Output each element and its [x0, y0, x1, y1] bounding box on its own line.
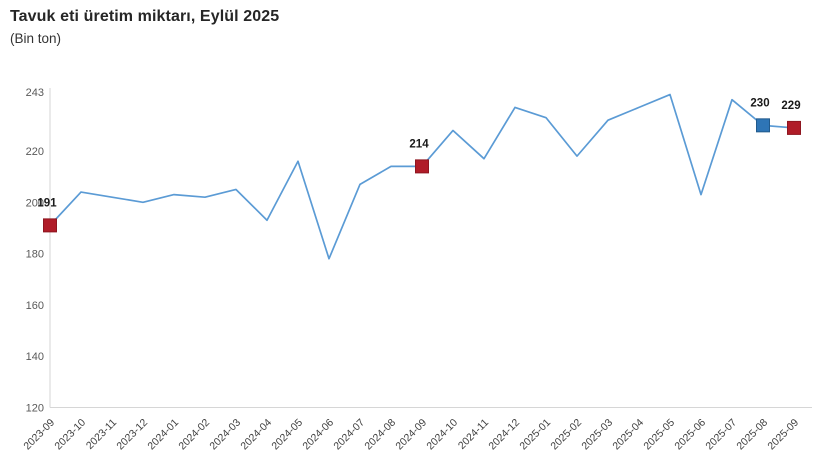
x-tick-label: 2025-04: [610, 417, 646, 453]
x-tick-label: 2023-12: [114, 417, 150, 453]
x-tick-label: 2024-04: [238, 417, 274, 453]
x-tick-label: 2024-07: [331, 417, 367, 453]
y-tick-label: 160: [26, 300, 44, 312]
y-tick-label: 200: [26, 197, 44, 209]
data-point-label: 191: [37, 197, 57, 209]
y-tick-label: 220: [26, 146, 44, 158]
x-tick-label: 2023-10: [52, 417, 88, 453]
x-tick-label: 2024-05: [269, 417, 305, 453]
x-tick-label: 2024-09: [393, 417, 429, 453]
x-tick-label: 2025-06: [672, 417, 708, 453]
data-point-label: 230: [750, 97, 769, 109]
x-tick-label: 2024-12: [486, 417, 522, 453]
highlight-marker-red: [43, 218, 57, 233]
x-tick-label: 2025-03: [579, 417, 615, 453]
y-tick-label: 120: [26, 403, 44, 415]
data-point-label: 214: [409, 138, 429, 150]
x-tick-label: 2024-03: [207, 417, 243, 453]
x-tick-label: 2025-07: [703, 417, 739, 453]
x-tick-label: 2025-01: [517, 417, 553, 453]
chart-subtitle: (Bin ton): [10, 31, 62, 46]
x-tick-label: 2024-11: [456, 417, 491, 452]
x-tick-label: 2024-06: [300, 417, 336, 453]
x-tick-label: 2025-02: [548, 417, 584, 453]
x-tick-label: 2023-09: [21, 417, 57, 453]
production-line: [49, 93, 795, 260]
x-tick-label: 2024-01: [145, 417, 181, 453]
highlight-marker-blue: [756, 118, 770, 133]
x-tick-label: 2024-08: [362, 417, 398, 453]
highlight-marker-red: [787, 120, 801, 135]
x-tick-label: 2024-10: [424, 417, 460, 453]
y-tick-label: 180: [26, 249, 44, 261]
x-tick-label: 2024-02: [176, 417, 212, 453]
x-tick-label: 2023-11: [84, 417, 119, 452]
x-tick-label: 2025-05: [641, 417, 677, 453]
x-tick-label: 2025-09: [765, 417, 801, 453]
y-tick-label: 140: [26, 351, 44, 363]
chart-title: Tavuk eti üretim miktarı, Eylül 2025: [10, 8, 280, 25]
x-tick-label: 2025-08: [734, 417, 770, 453]
y-tick-label: 243: [26, 87, 44, 99]
data-point-label: 229: [781, 100, 800, 112]
highlight-marker-red: [415, 159, 429, 174]
chart-header: Tavuk eti üretim miktarı, Eylül 2025 (Bi…: [10, 6, 279, 46]
